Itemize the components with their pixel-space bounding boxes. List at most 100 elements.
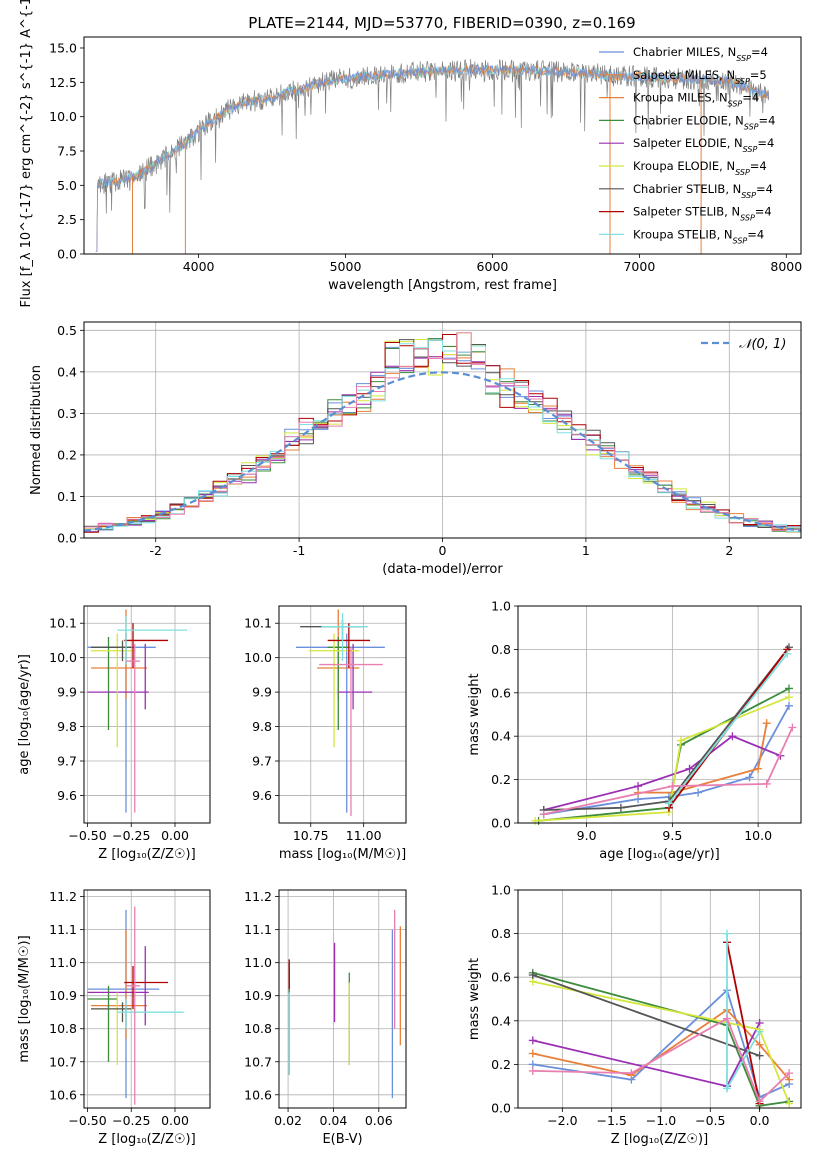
y-tick-label: 10.6 bbox=[49, 1087, 77, 1102]
legend-entry: Kroupa MILES, NSSP=4 bbox=[633, 91, 759, 109]
weight-marker bbox=[755, 1051, 764, 1060]
spectrum-lines bbox=[95, 58, 770, 254]
weight-marker bbox=[762, 719, 771, 728]
x-tick-label: −0.50 bbox=[68, 1113, 106, 1128]
weight-marker bbox=[539, 810, 548, 819]
weight-marker bbox=[664, 799, 673, 808]
y-tick-label: 10.0 bbox=[244, 650, 272, 665]
y-tick-label: 10.9 bbox=[244, 988, 272, 1003]
y-tick-label: 10.8 bbox=[244, 1021, 272, 1036]
histogram-step bbox=[84, 332, 801, 537]
y-tick-label: 10.6 bbox=[244, 1087, 272, 1102]
y-tick-label: 1.0 bbox=[491, 883, 511, 898]
y-tick-label: 10.1 bbox=[49, 616, 77, 631]
x-tick-label: 0.00 bbox=[161, 828, 189, 843]
weight-marker bbox=[528, 1066, 537, 1075]
y-tick-label: 0.4 bbox=[57, 364, 77, 379]
x-axis-label: wavelength [Angstrom, rest frame] bbox=[328, 278, 557, 293]
y-tick-label: 0.0 bbox=[57, 247, 77, 262]
weight-marker bbox=[528, 1049, 537, 1058]
x-tick-label: −0.25 bbox=[112, 1113, 150, 1128]
x-tick-label: 0.02 bbox=[274, 1113, 302, 1128]
spectrum-line bbox=[95, 64, 769, 252]
errorbar-point bbox=[126, 906, 140, 1105]
y-tick-label: 9.6 bbox=[57, 788, 77, 803]
legend-entry: 𝒩(0, 1) bbox=[739, 337, 786, 352]
errorbar-point bbox=[87, 985, 118, 1062]
x-axis-label: Z [log₁₀(Z/Z☉)] bbox=[611, 1132, 708, 1147]
mass-vs-ebv-panel: 0.02 0.04 0.06 10.6 10.7 10.8 10.9 11.0 11.1 11.2… bbox=[244, 889, 407, 1147]
y-tick-label: 1.0 bbox=[491, 599, 511, 614]
weight-marker bbox=[528, 971, 537, 980]
y-tick-label: 0.0 bbox=[57, 531, 77, 546]
weight-marker bbox=[723, 1014, 732, 1023]
weight-marker bbox=[694, 788, 703, 797]
weight-marker bbox=[785, 1099, 794, 1108]
errorbar-point bbox=[126, 643, 140, 813]
y-tick-label: 11.2 bbox=[244, 889, 272, 904]
weight-marker bbox=[788, 723, 797, 732]
weight-marker bbox=[528, 1036, 537, 1045]
legend-entry: Chabrier MILES, NSSP=4 bbox=[633, 45, 768, 63]
weight-series-line bbox=[543, 727, 794, 816]
axes-frame bbox=[517, 889, 802, 1109]
weight-marker bbox=[723, 1084, 732, 1093]
x-tick-label: −0.50 bbox=[68, 828, 106, 843]
x-tick-label: 0.0 bbox=[750, 1113, 770, 1128]
y-tick-label: 11.2 bbox=[49, 889, 77, 904]
errorbar-point bbox=[91, 633, 135, 748]
y-tick-label: 0.0 bbox=[491, 1101, 511, 1116]
y-tick-label: 7.5 bbox=[57, 143, 77, 158]
x-axis-label: mass [log₁₀(M/M☉)] bbox=[279, 847, 406, 862]
weight-marker bbox=[668, 782, 677, 791]
y-tick-label: 10.7 bbox=[244, 1054, 272, 1069]
y-tick-label: 9.8 bbox=[252, 719, 272, 734]
x-tick-label: 0.04 bbox=[320, 1113, 348, 1128]
x-tick-label: 2 bbox=[725, 543, 733, 558]
weight-marker bbox=[755, 1040, 764, 1049]
weight-marker bbox=[783, 649, 792, 658]
legend-entry: Kroupa STELIB, NSSP=4 bbox=[633, 227, 764, 245]
x-axis-label: age [log₁₀(age/yr)] bbox=[599, 847, 720, 862]
legend-entry: Salpeter STELIB, NSSP=4 bbox=[633, 205, 772, 223]
y-tick-label: 11.0 bbox=[244, 955, 272, 970]
weight-series-line bbox=[668, 653, 789, 805]
x-tick-label: 9.0 bbox=[577, 828, 597, 843]
y-tick-label: 9.9 bbox=[252, 685, 272, 700]
spectrum-panel: 4000 5000 6000 7000 8000 0.0 2.5 5.0 7.5 10.0 12.5… bbox=[19, 0, 802, 307]
weight-marker bbox=[784, 701, 793, 710]
errorbar-point bbox=[308, 633, 360, 748]
weight-marker bbox=[627, 1069, 636, 1078]
weight-series-line bbox=[532, 1022, 761, 1088]
y-tick-label: 0.1 bbox=[57, 489, 77, 504]
legend-entry: Kroupa ELODIE, NSSP=4 bbox=[633, 159, 767, 177]
weight-marker bbox=[723, 929, 732, 938]
weight-marker bbox=[745, 773, 754, 782]
errorbar-point bbox=[321, 612, 368, 662]
x-axis-label: Z [log₁₀(Z/Z☉)] bbox=[98, 847, 195, 862]
y-tick-label: 5.0 bbox=[57, 178, 77, 193]
x-tick-label: 9.5 bbox=[662, 828, 682, 843]
weight-marker bbox=[755, 1027, 764, 1036]
y-axis-label: age [log₁₀(age/yr)] bbox=[17, 654, 32, 775]
y-tick-label: 10.8 bbox=[49, 1021, 77, 1036]
legend-entry: Chabrier ELODIE, NSSP=4 bbox=[633, 113, 775, 130]
y-tick-label: 0.8 bbox=[491, 926, 511, 941]
age-vs-metallicity-panel: −0.50 −0.25 0.00 9.6 9.7 9.8 9.9 10.0 10.1 Z [log… bbox=[17, 605, 211, 862]
y-tick-label: 10.0 bbox=[49, 650, 77, 665]
weight-series-line bbox=[726, 942, 761, 1104]
y-tick-label: 10.1 bbox=[244, 616, 272, 631]
axes-frame bbox=[83, 889, 211, 1109]
x-tick-label: 0 bbox=[439, 543, 447, 558]
y-tick-label: 9.8 bbox=[57, 719, 77, 734]
weight-series-line bbox=[638, 723, 768, 794]
y-tick-label: 0.4 bbox=[491, 729, 511, 744]
y-tick-label: 11.1 bbox=[49, 922, 77, 937]
x-tick-label: -2 bbox=[149, 543, 161, 558]
y-tick-label: 0.3 bbox=[57, 406, 77, 421]
weight-marker bbox=[728, 732, 737, 741]
spectrum-line bbox=[95, 58, 770, 252]
legend-entry: Salpeter ELODIE, NSSP=4 bbox=[633, 136, 774, 154]
y-tick-label: 0.0 bbox=[491, 816, 511, 831]
